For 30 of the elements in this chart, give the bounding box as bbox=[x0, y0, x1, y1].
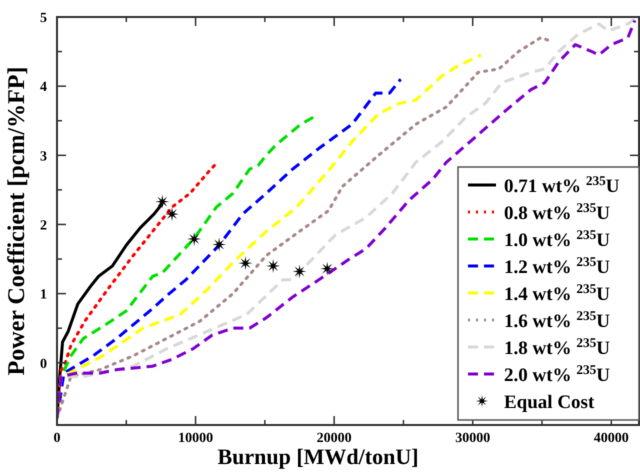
y-tick-label: 2 bbox=[40, 218, 47, 234]
legend-label: 0.8 wt% $^{235}$U bbox=[504, 200, 610, 224]
legend-label: 2.0 wt% $^{235}$U bbox=[504, 362, 610, 386]
legend-label: 1.6 wt% $^{235}$U bbox=[504, 308, 610, 332]
x-tick-label: 30000 bbox=[455, 431, 490, 446]
point bbox=[155, 194, 170, 209]
y-tick-label: 5 bbox=[40, 11, 47, 26]
y-tick-label: 4 bbox=[40, 80, 47, 96]
y-axis-title: Power Coefficient [pcm/%FP] bbox=[4, 66, 30, 376]
x-tick-label: 20000 bbox=[316, 431, 352, 446]
point bbox=[212, 238, 226, 252]
y-tick-label: 1 bbox=[40, 288, 47, 303]
x-tick-label: 40000 bbox=[594, 431, 629, 446]
point bbox=[165, 207, 180, 222]
y-tick-label: 3 bbox=[40, 149, 47, 164]
legend-label: 1.4 wt% $^{235}$U bbox=[504, 280, 610, 305]
y-tick-label: 0 bbox=[40, 356, 47, 372]
legend-label: 1.2 wt% $^{235}$U bbox=[504, 254, 610, 278]
point bbox=[187, 232, 202, 246]
point bbox=[238, 256, 252, 270]
point bbox=[320, 262, 334, 276]
point bbox=[292, 264, 306, 278]
legend-label: Equal Cost bbox=[504, 392, 595, 413]
legend-label: 1.0 wt% $^{235}$U bbox=[504, 226, 610, 251]
x-axis-title: Burnup [MWd/tonU] bbox=[217, 444, 419, 469]
x-tick-label: 0 bbox=[54, 431, 60, 446]
legend-label: 0.71 wt% $^{235}$U bbox=[504, 172, 620, 197]
x-tick-label: 10000 bbox=[178, 431, 214, 446]
legend-label: 1.8 wt% $^{235}$U bbox=[504, 334, 610, 359]
point bbox=[266, 258, 280, 273]
